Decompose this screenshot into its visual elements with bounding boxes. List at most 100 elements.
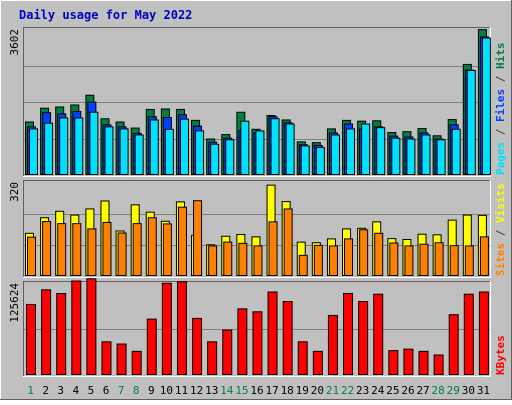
bar-visits-sites-day-25	[389, 242, 399, 276]
x-tick-label-day-18: 18	[281, 384, 294, 397]
bar-kbytes-kbytes-day-30	[463, 293, 474, 376]
bar-hits-pages-day-14	[225, 139, 235, 176]
bar-kbytes-kbytes-day-8	[131, 350, 142, 375]
bar-visits-sites-day-4	[72, 223, 82, 276]
legend-item-visits-2: Visits	[494, 183, 507, 223]
bar-visits-sites-day-5	[87, 228, 97, 277]
x-tick-label-day-16: 16	[250, 384, 263, 397]
bar-visits-sites-day-9	[147, 217, 157, 276]
bar-visits-sites-day-13	[208, 245, 218, 276]
y-max-label-kbytes: 125624	[8, 283, 21, 323]
bar-kbytes-kbytes-day-14	[222, 329, 233, 376]
bar-kbytes-kbytes-day-19	[297, 341, 308, 375]
bar-hits-pages-day-17	[270, 118, 280, 175]
bar-kbytes-kbytes-day-18	[282, 301, 293, 375]
bar-hits-pages-day-3	[59, 117, 69, 175]
bar-visits-sites-day-14	[223, 241, 233, 277]
legend-item-visits-0: Sites	[494, 243, 507, 276]
bar-hits-pages-day-12	[195, 130, 205, 176]
bar-hits-pages-day-21	[330, 134, 340, 176]
x-tick-label-day-4: 4	[73, 384, 80, 397]
bar-kbytes-kbytes-day-7	[116, 343, 127, 376]
bar-kbytes-kbytes-day-2	[41, 289, 52, 375]
x-tick-label-day-10: 10	[160, 384, 173, 397]
bar-hits-pages-day-20	[315, 147, 325, 176]
x-tick-label-day-12: 12	[190, 384, 203, 397]
bar-kbytes-kbytes-day-21	[327, 314, 338, 376]
bar-hits-pages-day-15	[240, 120, 250, 175]
bar-visits-sites-day-28	[434, 242, 444, 276]
bar-visits-sites-day-7	[117, 232, 127, 276]
x-tick-label-day-11: 11	[175, 384, 188, 397]
bar-kbytes-kbytes-day-22	[343, 292, 354, 375]
bar-visits-sites-day-1	[27, 236, 36, 276]
y-max-label-visits: 320	[8, 182, 21, 202]
bar-visits-sites-day-31	[479, 236, 489, 276]
x-tick-label-day-14: 14	[220, 384, 234, 397]
x-tick-label-day-1: 1	[27, 384, 34, 397]
panel-hits: 3602 Pages / Files / Hits	[8, 27, 507, 177]
bar-kbytes-kbytes-day-10	[161, 282, 172, 375]
bar-kbytes-kbytes-day-31	[478, 291, 489, 375]
bar-visits-sites-day-21	[328, 245, 338, 276]
bar-hits-pages-day-6	[104, 126, 114, 175]
bar-hits-pages-day-8	[134, 134, 144, 176]
bar-hits-pages-day-11	[179, 118, 189, 176]
bar-hits-pages-day-16	[255, 130, 265, 176]
bar-kbytes-kbytes-day-4	[71, 280, 82, 376]
legend-item-visits-1: /	[494, 223, 507, 243]
x-tick-label-day-21: 21	[326, 384, 339, 397]
bar-hits-pages-day-5	[89, 111, 99, 175]
panel-kbytes: 125624 KBytes	[8, 278, 507, 377]
bar-hits-pages-day-2	[44, 122, 54, 175]
bar-hits-pages-day-27	[421, 134, 431, 176]
bar-kbytes-kbytes-day-15	[237, 308, 248, 376]
x-tick-label-day-5: 5	[88, 384, 95, 397]
bar-visits-sites-day-18	[283, 208, 293, 276]
x-tick-label-day-13: 13	[205, 384, 218, 397]
chart-title: Daily usage for May 2022	[19, 8, 192, 22]
bar-kbytes-kbytes-day-16	[252, 311, 263, 376]
bar-hits-pages-day-10	[164, 128, 174, 176]
bar-kbytes-kbytes-day-11	[176, 281, 187, 375]
legend-item-hits-0: Pages	[494, 142, 507, 175]
x-tick-label-day-26: 26	[401, 384, 414, 397]
bar-hits-pages-day-7	[119, 128, 129, 175]
bar-kbytes-kbytes-day-6	[101, 341, 112, 375]
bar-kbytes-kbytes-day-13	[207, 341, 218, 375]
legend-item-kbytes-0: KBytes	[494, 335, 507, 375]
x-tick-label-day-23: 23	[356, 384, 369, 397]
x-tick-label-day-15: 15	[235, 384, 248, 397]
bar-visits-sites-day-2	[42, 221, 52, 277]
bar-hits-pages-day-9	[149, 119, 159, 176]
bar-hits-pages-day-31	[481, 37, 491, 175]
bar-visits-sites-day-10	[162, 223, 172, 276]
x-tick-label-day-22: 22	[341, 384, 354, 397]
bar-hits-pages-day-24	[376, 127, 386, 175]
bar-visits-sites-day-29	[449, 245, 459, 276]
x-tick-label-day-24: 24	[371, 384, 385, 397]
bar-visits-sites-day-30	[464, 245, 474, 276]
legend-item-hits-3: /	[494, 69, 507, 89]
bar-kbytes-kbytes-day-29	[448, 314, 459, 375]
bar-kbytes-kbytes-day-17	[267, 291, 278, 375]
bar-visits-sites-day-11	[177, 206, 187, 276]
bar-kbytes-kbytes-day-26	[403, 348, 414, 376]
bar-hits-pages-day-25	[391, 137, 401, 176]
bar-hits-pages-day-23	[361, 123, 371, 175]
x-tick-label-day-3: 3	[57, 384, 64, 397]
x-tick-label-day-27: 27	[416, 384, 429, 397]
x-tick-label-day-17: 17	[265, 384, 278, 397]
bar-visits-sites-day-12	[193, 200, 203, 276]
y-max-label-hits: 3602	[8, 29, 21, 56]
bar-hits-pages-day-13	[210, 143, 220, 176]
bar-kbytes-kbytes-day-28	[433, 354, 444, 375]
x-axis-labels: 1 2 3 4 5 6 7 8 9 10 11 12 13 14 15 16 17 18 19 20 21 22 23 24 2…	[27, 384, 490, 397]
bar-kbytes-kbytes-day-1	[26, 303, 36, 375]
x-tick-label-day-20: 20	[311, 384, 324, 397]
bar-kbytes-kbytes-day-9	[146, 318, 157, 375]
x-tick-label-day-2: 2	[42, 384, 49, 397]
bar-visits-sites-day-27	[419, 243, 429, 276]
legend-hits: Pages / Files / Hits	[494, 43, 507, 176]
